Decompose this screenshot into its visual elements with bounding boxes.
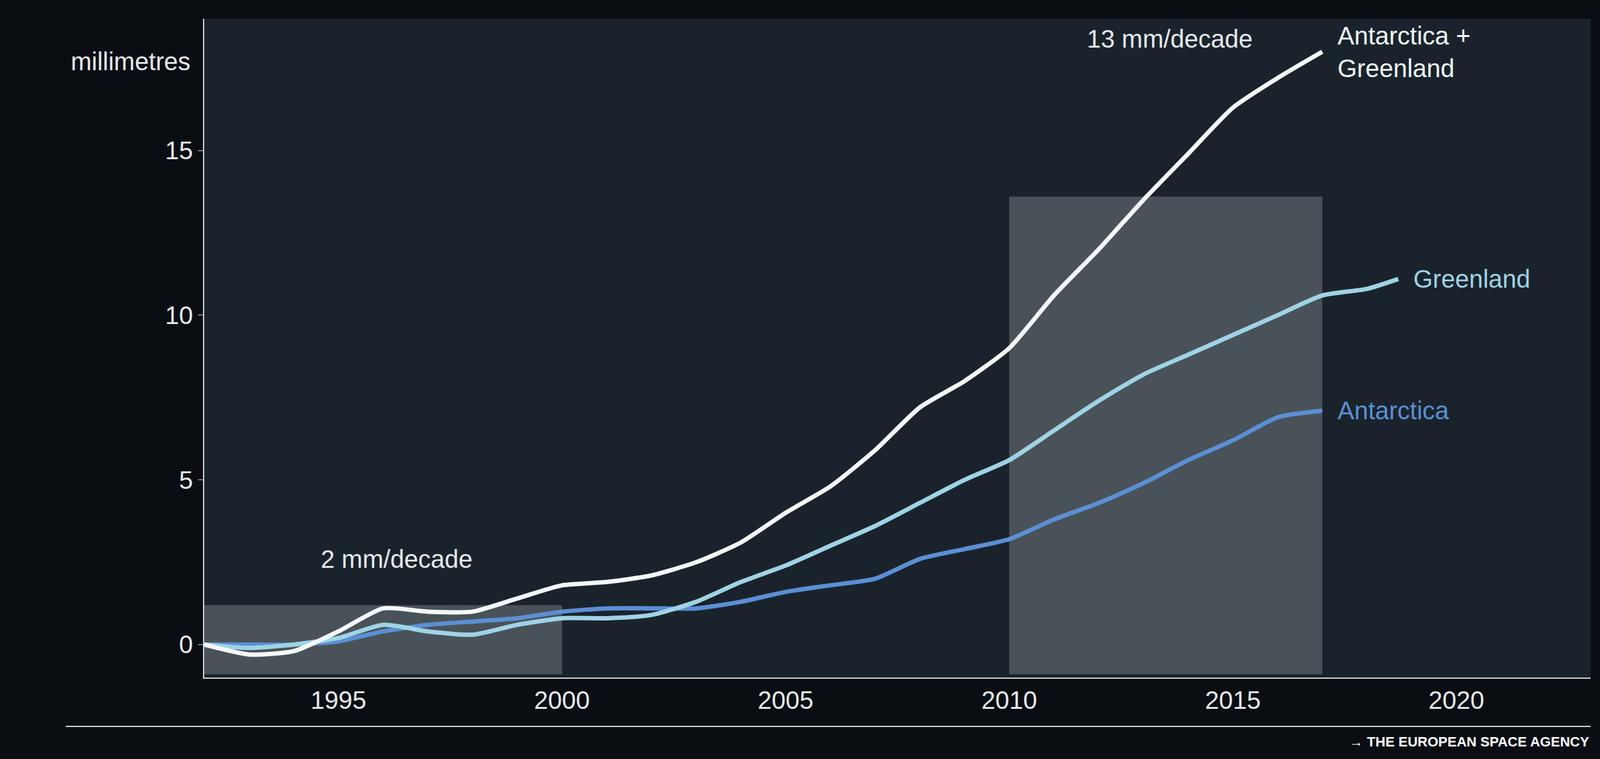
- svg-text:2 mm/decade: 2 mm/decade: [320, 545, 473, 573]
- svg-text:millimetres: millimetres: [70, 47, 191, 76]
- svg-text:2010: 2010: [981, 685, 1037, 714]
- svg-text:Antarctica: Antarctica: [1337, 396, 1450, 425]
- svg-text:1995: 1995: [310, 685, 367, 714]
- svg-text:2005: 2005: [758, 685, 814, 714]
- svg-text:Greenland: Greenland: [1413, 264, 1531, 293]
- svg-text:Antarctica +Greenland: Antarctica +Greenland: [1337, 21, 1471, 83]
- svg-text:2020: 2020: [1428, 685, 1485, 714]
- svg-text:2000: 2000: [534, 685, 591, 714]
- svg-text:5: 5: [179, 466, 193, 494]
- svg-text:13 mm/decade: 13 mm/decade: [1086, 25, 1253, 53]
- svg-text:15: 15: [165, 136, 194, 165]
- svg-text:→ THE EUROPEAN SPACE AGENCY: → THE EUROPEAN SPACE AGENCY: [1349, 733, 1590, 750]
- svg-text:0: 0: [179, 630, 193, 658]
- svg-text:10: 10: [165, 301, 194, 329]
- svg-text:2015: 2015: [1204, 685, 1261, 714]
